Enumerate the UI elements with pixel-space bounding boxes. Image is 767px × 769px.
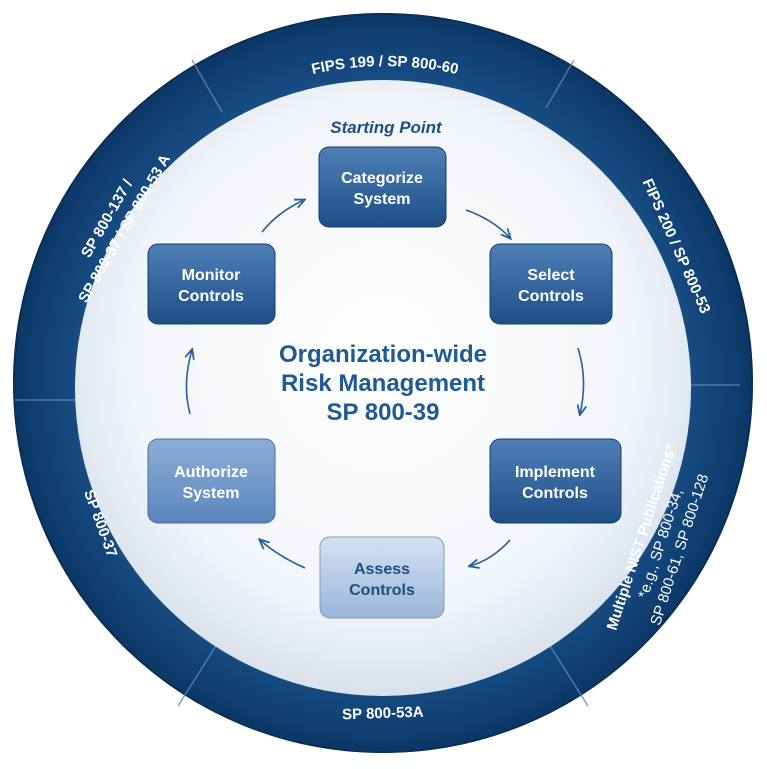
cycle-arrows: [186, 200, 583, 568]
arrow-assess-to-authorize: [260, 540, 306, 569]
step-select-controls: Select Controls: [489, 243, 613, 325]
center-title-line1: Organization-wide: [279, 341, 487, 368]
step-select-line1: Select: [527, 267, 575, 284]
step-implement-line2: Controls: [522, 485, 588, 502]
starting-point-label: Starting Point: [330, 118, 443, 137]
arrow-categorize-to-select: [465, 209, 510, 238]
ring-dividers: [15, 59, 740, 707]
arrow-monitor-to-categorize: [261, 200, 304, 233]
step-select-line2: Controls: [518, 288, 584, 305]
step-assess-line1: Assess: [354, 561, 410, 578]
inner-disc: [75, 80, 691, 696]
step-authorize-line1: Authorize: [174, 464, 248, 481]
arrow-select-to-implement: [578, 347, 584, 414]
step-implement-controls: Implement Controls: [489, 438, 622, 524]
center-title: Organization-wide Risk Management SP 800…: [279, 341, 487, 426]
step-monitor-line1: Monitor: [182, 267, 241, 284]
step-implement-line1: Implement: [515, 464, 596, 481]
step-authorize-system: Authorize System: [147, 438, 276, 524]
center-title-line2: Risk Management: [281, 370, 485, 397]
ring-label-bottom: SP 800-53A: [342, 704, 424, 724]
arrow-authorize-to-monitor: [186, 350, 192, 415]
center-title-line3: SP 800-39: [327, 399, 440, 426]
step-authorize-line2: System: [183, 485, 240, 502]
outer-ring-edge: [13, 13, 753, 753]
step-categorize-system: Categorize System: [318, 146, 447, 228]
step-categorize-line1: Categorize: [341, 170, 423, 187]
step-categorize-line2: System: [354, 191, 411, 208]
arrow-implement-to-assess: [470, 539, 511, 566]
step-assess-controls: Assess Controls: [319, 536, 445, 619]
step-monitor-line2: Controls: [178, 288, 244, 305]
step-monitor-controls: Monitor Controls: [147, 243, 276, 325]
step-assess-line2: Controls: [349, 582, 415, 599]
